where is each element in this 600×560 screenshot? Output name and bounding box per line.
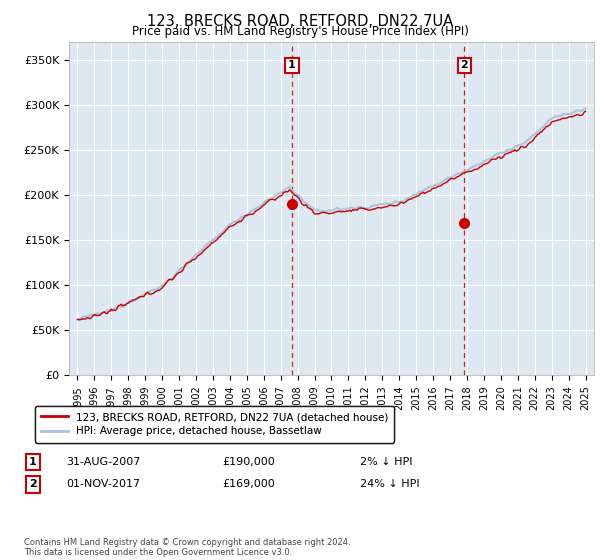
Text: 123, BRECKS ROAD, RETFORD, DN22 7UA: 123, BRECKS ROAD, RETFORD, DN22 7UA [147,14,453,29]
Text: 2: 2 [29,479,37,489]
Legend: 123, BRECKS ROAD, RETFORD, DN22 7UA (detached house), HPI: Average price, detach: 123, BRECKS ROAD, RETFORD, DN22 7UA (det… [35,406,394,442]
Text: 2% ↓ HPI: 2% ↓ HPI [360,457,413,467]
Text: 2: 2 [460,60,468,71]
Text: £169,000: £169,000 [222,479,275,489]
Text: 1: 1 [288,60,296,71]
Text: £190,000: £190,000 [222,457,275,467]
Text: 24% ↓ HPI: 24% ↓ HPI [360,479,419,489]
Text: 31-AUG-2007: 31-AUG-2007 [66,457,140,467]
Text: 1: 1 [29,457,37,467]
Text: 01-NOV-2017: 01-NOV-2017 [66,479,140,489]
Text: Price paid vs. HM Land Registry's House Price Index (HPI): Price paid vs. HM Land Registry's House … [131,25,469,38]
Text: Contains HM Land Registry data © Crown copyright and database right 2024.
This d: Contains HM Land Registry data © Crown c… [24,538,350,557]
